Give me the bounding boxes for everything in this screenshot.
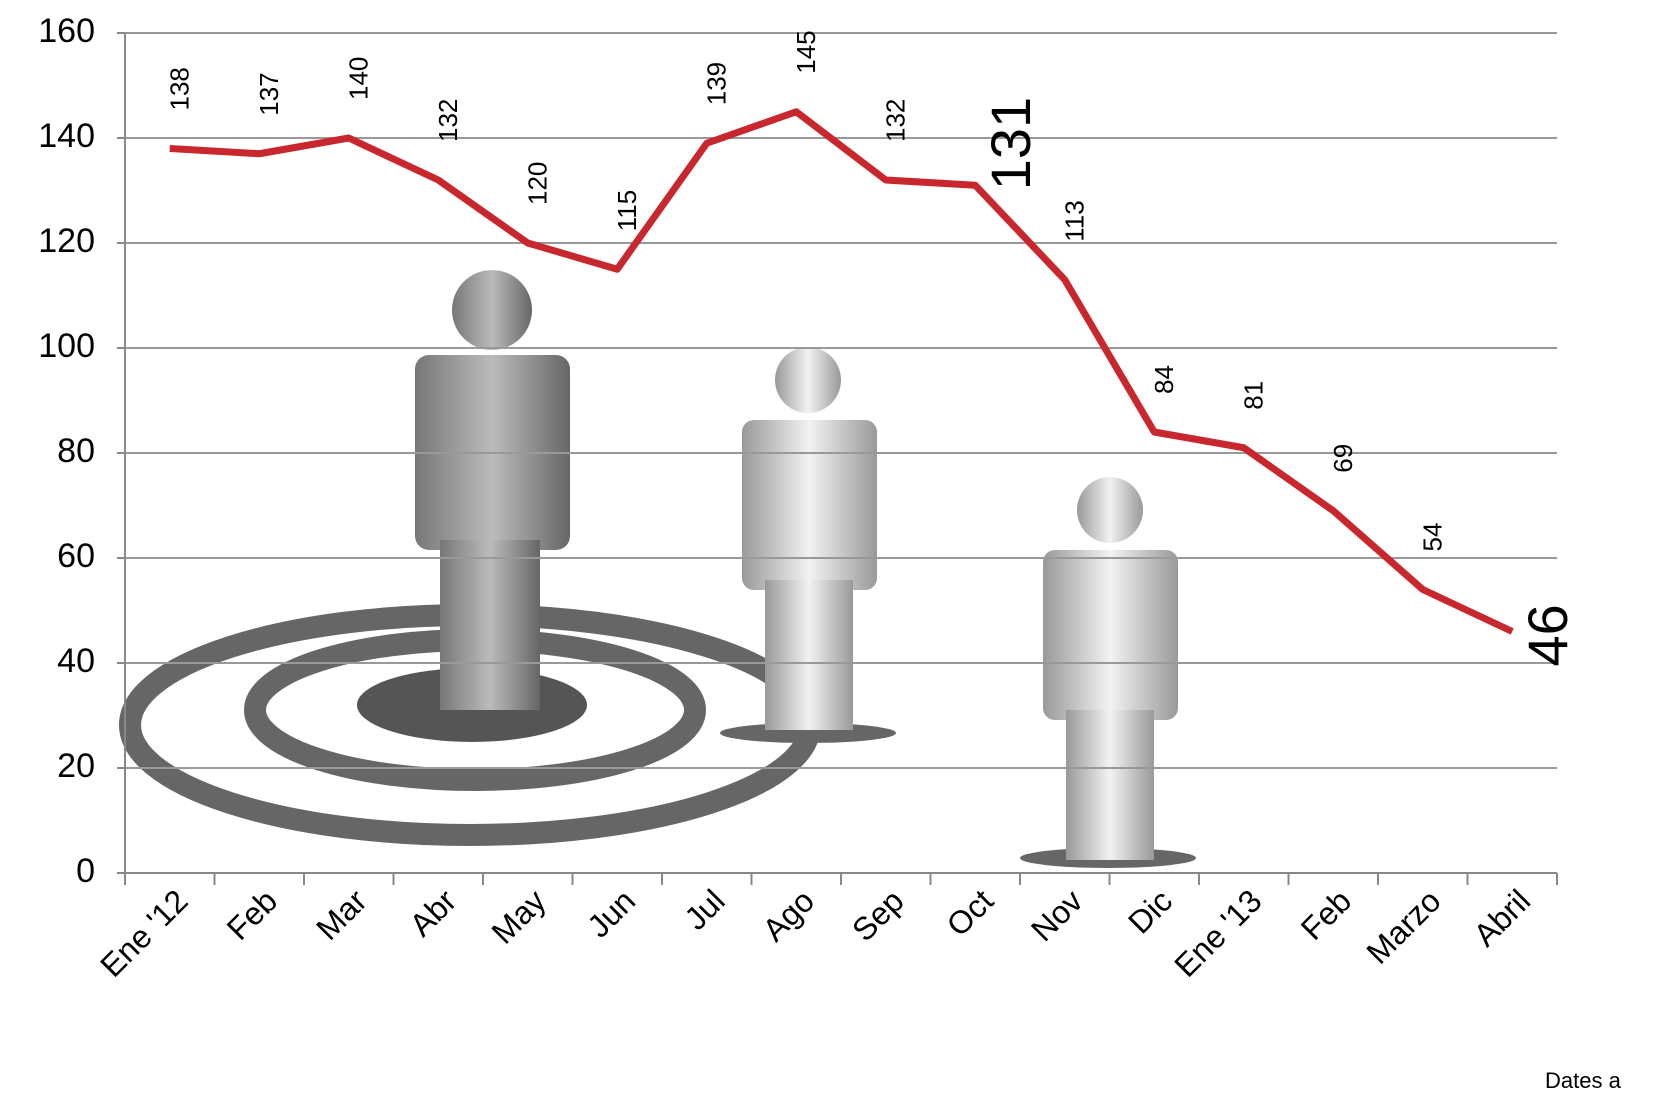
x-tick-label: Sep (845, 882, 911, 948)
x-tick-label: Abril (1466, 882, 1537, 953)
value-label: 140 (344, 57, 374, 100)
y-tick-label: 20 (57, 747, 95, 785)
value-label: 115 (612, 190, 642, 231)
y-tick-label: 140 (38, 117, 95, 155)
value-label: 139 (702, 62, 732, 105)
value-label: 132 (433, 99, 463, 142)
value-label: 138 (165, 67, 195, 110)
y-tick-label: 80 (57, 432, 95, 470)
y-tick-label: 120 (38, 222, 95, 260)
source-note: Dates a (1545, 1068, 1622, 1093)
value-label: 132 (881, 99, 911, 142)
value-label: 84 (1149, 365, 1179, 394)
x-tick-label: Feb (1294, 882, 1358, 946)
y-tick-label: 0 (76, 852, 95, 890)
illustration (119, 270, 1196, 868)
value-label: 81 (1239, 381, 1269, 410)
x-tick-label: Marzo (1359, 882, 1447, 970)
x-tick-label: Jun (580, 882, 642, 944)
x-tick-label: May (484, 882, 552, 950)
x-tick-label: Abr (403, 882, 464, 943)
x-tick-label: Ene '13 (1167, 882, 1268, 983)
x-tick-label: Oct (940, 882, 1001, 943)
x-tick-label: Ene '12 (93, 882, 194, 983)
value-label: 113 (1060, 200, 1090, 241)
value-label: 46 (1516, 604, 1579, 666)
x-tick-label: Feb (220, 882, 284, 946)
y-tick-label: 60 (57, 537, 95, 575)
x-tick-label: Mar (309, 882, 374, 947)
value-label: 137 (254, 72, 284, 115)
value-label: 54 (1418, 523, 1448, 552)
y-tick-label: 40 (57, 642, 95, 680)
x-tick-label: Nov (1024, 882, 1090, 948)
y-tick-label: 160 (38, 12, 95, 50)
y-tick-label: 100 (38, 327, 95, 365)
x-tick-label: Ago (755, 882, 821, 948)
value-label: 69 (1328, 444, 1358, 473)
value-label: 120 (523, 162, 553, 205)
data-line (169, 108, 1514, 635)
value-label: 131 (979, 97, 1042, 190)
x-tick-label: Jul (677, 882, 731, 936)
value-label: 145 (791, 30, 821, 73)
x-tick-label: Dic (1121, 882, 1179, 940)
